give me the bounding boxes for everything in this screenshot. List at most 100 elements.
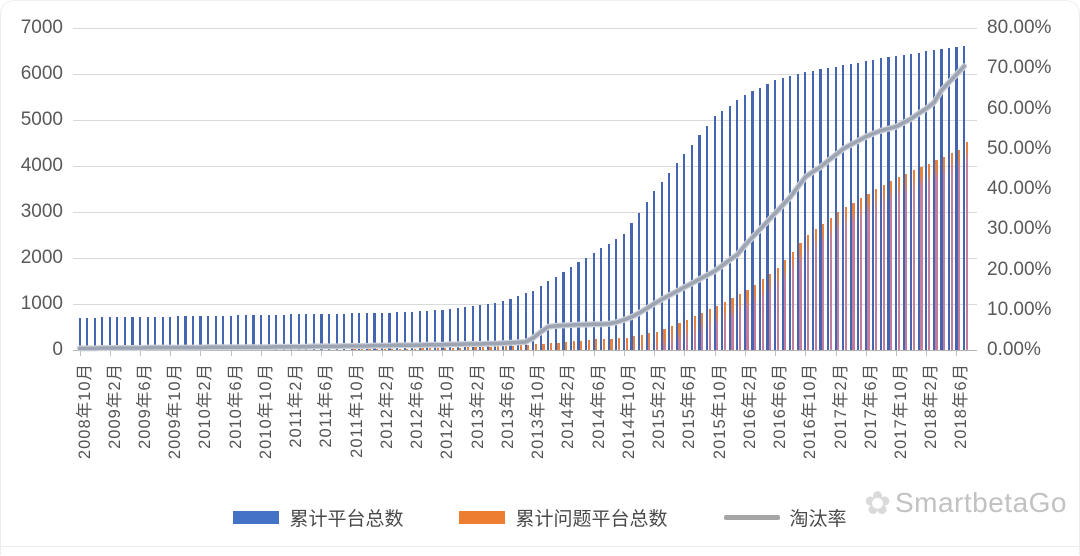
bar-cumulative-problem xyxy=(413,348,417,350)
x-axis-tick xyxy=(895,351,897,356)
legend-item-total: 累计平台总数 xyxy=(233,504,403,531)
bar-cumulative-total xyxy=(78,317,81,350)
x-axis-tick xyxy=(654,351,656,356)
bar-cumulative-total xyxy=(479,305,482,350)
bar-cumulative-problem xyxy=(791,251,795,350)
bar-cumulative-total xyxy=(842,65,845,350)
bar-cumulative-total xyxy=(116,317,119,350)
bar-cumulative-total xyxy=(615,238,618,350)
bar-cumulative-total xyxy=(645,202,648,350)
bar-cumulative-total xyxy=(365,313,368,350)
bar-cumulative-problem xyxy=(565,341,568,350)
bar-cumulative-total xyxy=(184,316,187,350)
bar-cumulative-problem xyxy=(784,259,787,350)
bar-cumulative-total xyxy=(433,310,436,350)
x-axis-line xyxy=(73,350,977,351)
bar-cumulative-problem xyxy=(648,333,651,350)
x-axis-tick xyxy=(744,351,746,356)
bar-cumulative-total xyxy=(668,172,671,350)
bar-cumulative-total xyxy=(569,267,573,350)
bar-cumulative-problem xyxy=(633,336,636,350)
bar-cumulative-total xyxy=(736,100,739,350)
x-axis-tick xyxy=(109,351,111,356)
x-axis-tick xyxy=(291,351,293,356)
bar-cumulative-total xyxy=(388,312,391,350)
bar-cumulative-total xyxy=(622,234,625,350)
y-axis-right-tick-label: 10.00% xyxy=(987,298,1052,320)
bar-cumulative-total xyxy=(320,313,323,350)
legend: 累计平台总数 累计问题平台总数 淘汰率 xyxy=(1,504,1079,531)
bar-cumulative-total xyxy=(675,163,678,350)
legend-item-rate: 淘汰率 xyxy=(723,504,847,531)
bar-cumulative-problem xyxy=(950,153,953,350)
bar-cumulative-problem xyxy=(534,344,537,350)
bar-cumulative-total xyxy=(396,312,399,350)
bar-cumulative-total xyxy=(547,281,550,350)
gridline xyxy=(73,120,977,121)
bar-cumulative-problem xyxy=(686,319,689,350)
bar-cumulative-total xyxy=(146,316,149,350)
bar-cumulative-total xyxy=(826,68,830,350)
bar-cumulative-problem xyxy=(731,298,734,350)
bar-cumulative-total xyxy=(290,314,293,350)
bar-cumulative-problem xyxy=(837,212,840,350)
bar-cumulative-problem xyxy=(489,346,492,350)
legend-label-total: 累计平台总数 xyxy=(289,509,404,530)
x-axis-tick xyxy=(321,351,323,356)
bar-cumulative-total xyxy=(169,316,172,350)
bar-cumulative-problem xyxy=(610,338,613,350)
bar-cumulative-total xyxy=(607,243,610,350)
bar-cumulative-problem xyxy=(549,343,553,350)
bar-cumulative-problem xyxy=(360,348,364,350)
bar-cumulative-problem xyxy=(754,284,757,350)
bar-cumulative-total xyxy=(244,315,247,350)
x-axis-tick xyxy=(775,351,777,356)
bar-cumulative-total xyxy=(630,223,633,350)
bar-cumulative-total xyxy=(894,55,898,350)
bar-cumulative-total xyxy=(327,313,331,350)
bar-cumulative-total xyxy=(343,313,346,350)
bar-cumulative-problem xyxy=(769,273,772,350)
bar-cumulative-total xyxy=(161,316,164,350)
bar-cumulative-total xyxy=(887,56,890,350)
bar-cumulative-total xyxy=(743,95,746,350)
bar-cumulative-total xyxy=(713,116,716,350)
x-axis-tick xyxy=(139,351,141,356)
x-axis-tick xyxy=(865,351,867,356)
bar-cumulative-total xyxy=(312,314,316,350)
y-axis-left-tick-label: 3000 xyxy=(20,201,63,222)
bar-cumulative-problem xyxy=(587,340,590,350)
y-axis-left-tick-label: 1000 xyxy=(20,293,63,314)
bar-cumulative-problem xyxy=(572,341,575,350)
x-axis-tick xyxy=(563,351,565,356)
bar-cumulative-problem xyxy=(444,348,447,350)
bar-cumulative-problem xyxy=(451,347,454,350)
bar-cumulative-problem xyxy=(799,243,802,350)
bar-cumulative-problem xyxy=(640,334,643,350)
watermark: ✿ SmartbetaGo xyxy=(864,487,1067,519)
x-axis-tick xyxy=(170,351,172,356)
bar-cumulative-total xyxy=(698,135,701,350)
legend-swatch-total xyxy=(233,511,280,524)
bar-cumulative-total xyxy=(229,315,232,350)
legend-item-problem: 累计问题平台总数 xyxy=(459,504,668,531)
gridline xyxy=(73,74,977,75)
y-axis-left-tick-label: 4000 xyxy=(20,155,63,176)
x-axis-tick xyxy=(412,351,414,356)
bar-cumulative-total xyxy=(108,317,111,350)
bar-cumulative-problem xyxy=(738,294,742,350)
bar-cumulative-problem xyxy=(943,156,946,350)
bar-cumulative-total xyxy=(471,306,474,350)
bar-cumulative-total xyxy=(902,54,905,350)
bar-cumulative-problem xyxy=(852,202,855,350)
bar-cumulative-total xyxy=(123,317,127,350)
bar-cumulative-total xyxy=(259,315,263,350)
bar-cumulative-problem xyxy=(512,345,515,350)
bar-cumulative-problem xyxy=(890,181,893,350)
x-axis-tick xyxy=(684,351,686,356)
y-axis-right-tick-label: 50.00% xyxy=(987,137,1052,159)
bar-cumulative-total xyxy=(539,285,542,350)
bar-cumulative-total xyxy=(86,317,89,350)
bar-cumulative-total xyxy=(380,312,384,350)
